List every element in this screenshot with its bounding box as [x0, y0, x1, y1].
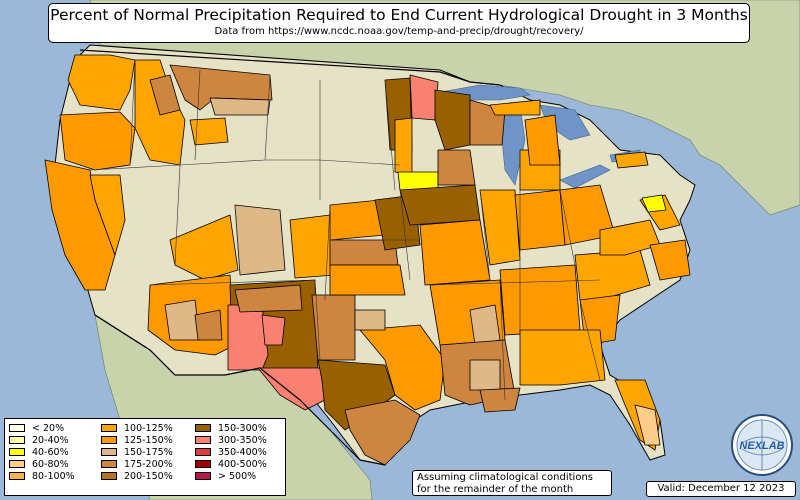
legend-item: 20-40%	[9, 434, 75, 446]
legend-swatch	[9, 472, 25, 480]
legend-item: 40-60%	[9, 446, 75, 458]
legend-swatch	[9, 424, 25, 432]
legend-item: 60-80%	[9, 458, 75, 470]
legend-swatch	[195, 424, 211, 432]
drought-regions	[44, 54, 691, 466]
map-subtitle: Data from https://www.ncdc.noaa.gov/temp…	[214, 26, 584, 37]
assumption-note: Assuming climatological conditions for t…	[412, 470, 612, 496]
state-borders	[89, 59, 601, 401]
legend-item: 300-350%	[195, 434, 267, 446]
legend-item: 150-300%	[195, 422, 267, 434]
legend-swatch	[101, 436, 117, 444]
map-title: Percent of Normal Precipitation Required…	[50, 6, 748, 24]
legend-swatch	[195, 436, 211, 444]
country-border	[79, 49, 501, 466]
note-line-2: for the remainder of the month	[417, 483, 574, 495]
legend-swatch	[101, 424, 117, 432]
legend-item: 80-100%	[9, 470, 75, 482]
nexlab-logo-icon: NEXLAB	[731, 414, 793, 476]
valid-date: Valid: December 12 2023	[646, 481, 796, 497]
legend-item: 125-150%	[101, 434, 173, 446]
legend-item: 150-175%	[101, 446, 173, 458]
legend-item: < 20%	[9, 422, 75, 434]
legend-item: 350-400%	[195, 446, 267, 458]
note-line-1: Assuming climatological conditions	[417, 472, 593, 483]
title-box: Percent of Normal Precipitation Required…	[48, 3, 750, 43]
legend-item: 200-150%	[101, 470, 173, 482]
legend-swatch	[195, 472, 211, 480]
legend-swatch	[101, 448, 117, 456]
legend-item: 100-125%	[101, 422, 173, 434]
legend-column-3: 150-300% 300-350% 350-400% 400-500% > 50…	[195, 422, 267, 482]
legend-swatch	[101, 472, 117, 480]
legend-item: 175-200%	[101, 458, 173, 470]
legend-swatch	[9, 448, 25, 456]
legend-swatch	[9, 460, 25, 468]
legend-swatch	[101, 460, 117, 468]
legend-item: > 500%	[195, 470, 267, 482]
legend-swatch	[9, 436, 25, 444]
legend-column-1: < 20% 20-40% 40-60% 60-80% 80-100%	[9, 422, 75, 482]
legend-item: 400-500%	[195, 458, 267, 470]
legend-swatch	[195, 460, 211, 468]
great-lakes	[439, 84, 641, 189]
svg-text:NEXLAB: NEXLAB	[739, 440, 784, 452]
legend: < 20% 20-40% 40-60% 60-80% 80-100% 100-1…	[4, 418, 286, 496]
legend-column-2: 100-125% 125-150% 150-175% 175-200% 200-…	[101, 422, 173, 482]
legend-swatch	[195, 448, 211, 456]
